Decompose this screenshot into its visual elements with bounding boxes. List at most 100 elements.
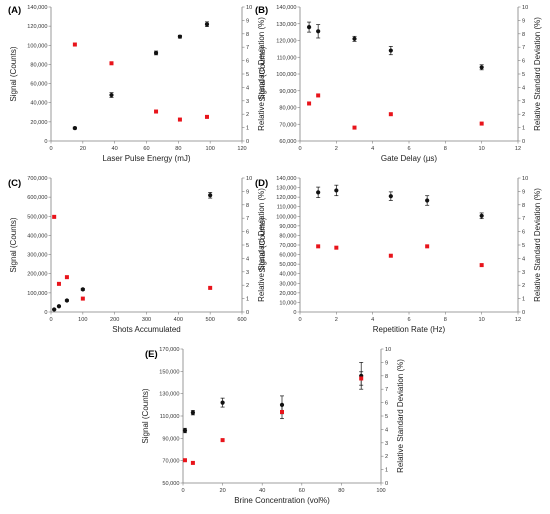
x-tick-label: 8	[444, 317, 447, 323]
signal-point	[479, 213, 484, 218]
y-tick-label: 0	[44, 139, 47, 145]
y-tick-label: 60,000	[279, 139, 296, 145]
y2-tick-label: 1	[522, 297, 525, 303]
x-tick-label: 500	[205, 317, 214, 323]
rsd-point	[190, 460, 195, 465]
y2-axis-label-b: Relative Standard Deviation (%)	[533, 17, 542, 131]
y2-tick-label: 0	[246, 139, 249, 145]
x-tick-label: 10	[479, 317, 485, 323]
y-tick-label: 130,000	[159, 392, 179, 398]
y2-tick-label: 5	[522, 72, 525, 78]
x-tick-label: 6	[407, 317, 410, 323]
y-tick-label: 40,000	[279, 272, 296, 278]
y-axis-label-d: Signal (Counts)	[258, 217, 267, 272]
y2-tick-label: 8	[246, 32, 249, 38]
y2-tick-label: 10	[246, 176, 252, 182]
x-tick-label: 120	[237, 146, 246, 152]
y-tick-label: 20,000	[279, 291, 296, 297]
y-tick-label: 70,000	[162, 459, 179, 465]
rsd-point	[307, 101, 312, 106]
x-tick-label: 10	[479, 146, 485, 152]
y-tick-label: 140,000	[276, 5, 296, 11]
y2-tick-label: 5	[522, 243, 525, 249]
y-tick-label: 120,000	[27, 24, 47, 30]
y2-tick-label: 8	[522, 32, 525, 38]
signal-point	[425, 198, 430, 203]
signal-point	[56, 304, 62, 309]
y2-tick-label: 4	[522, 256, 525, 262]
y-tick-label: 80,000	[279, 106, 296, 112]
rsd-point	[316, 244, 321, 249]
y2-tick-label: 1	[246, 126, 249, 132]
y2-axis-label-a: Relative Standard Deviation (%)	[257, 17, 266, 131]
rsd-point	[352, 125, 357, 130]
x-tick-label: 80	[175, 146, 181, 152]
y-tick-label: 10,000	[279, 300, 296, 306]
signal-point	[306, 25, 312, 30]
signal-point	[388, 194, 393, 199]
signal-point	[153, 50, 159, 56]
panel-label-a: (A)	[8, 5, 21, 16]
y2-tick-label: 10	[385, 347, 391, 353]
y2-tick-label: 7	[385, 387, 388, 393]
x-tick-label: 0	[49, 146, 52, 152]
y-tick-label: 110,000	[277, 205, 297, 211]
y2-tick-label: 0	[246, 310, 249, 316]
y2-tick-label: 10	[522, 176, 528, 182]
x-axis-label-c: Shots Accumulated	[112, 325, 180, 334]
y2-tick-label: 3	[246, 99, 249, 105]
y2-tick-label: 2	[522, 112, 525, 118]
x-tick-label: 400	[174, 317, 183, 323]
x-tick-label: 40	[112, 146, 118, 152]
y-tick-label: 90,000	[162, 436, 179, 442]
rsd-point	[359, 376, 364, 381]
x-tick-label: 0	[298, 146, 301, 152]
rsd-point	[334, 245, 339, 250]
y-axis-label-a: Signal (Counts)	[9, 46, 18, 101]
y-tick-label: 700,000	[27, 176, 47, 182]
signal-point	[279, 402, 285, 407]
y2-tick-label: 3	[385, 441, 388, 447]
x-tick-label: 100	[78, 317, 87, 323]
x-axis-label-d: Repetition Rate (Hz)	[373, 325, 446, 334]
x-tick-label: 300	[142, 317, 151, 323]
rsd-point	[56, 281, 61, 286]
y-tick-label: 100,000	[276, 214, 296, 220]
y2-tick-label: 7	[246, 216, 249, 222]
signal-point	[352, 36, 357, 41]
x-tick-label: 60	[299, 488, 305, 494]
signal-point	[316, 190, 321, 195]
y2-tick-label: 6	[246, 230, 249, 236]
y-tick-label: 80,000	[30, 62, 47, 68]
panel-label-e: (E)	[145, 349, 158, 360]
y-tick-label: 30,000	[279, 281, 296, 287]
y2-tick-label: 5	[246, 72, 249, 78]
y-axis-label-b: Signal (Counts)	[258, 46, 267, 101]
y-tick-label: 140,000	[276, 176, 296, 182]
y2-tick-label: 9	[522, 18, 525, 24]
y2-tick-label: 8	[385, 374, 388, 380]
y2-tick-label: 8	[246, 203, 249, 209]
y-tick-label: 110,000	[277, 55, 297, 61]
y2-tick-label: 1	[522, 126, 525, 132]
rsd-point	[109, 61, 114, 66]
y-tick-label: 120,000	[276, 195, 296, 201]
rsd-point	[280, 409, 284, 414]
signal-point	[64, 298, 70, 303]
signal-point	[334, 188, 339, 193]
rsd-point	[220, 438, 225, 443]
y-tick-label: 20,000	[30, 120, 47, 126]
signal-point	[72, 125, 77, 131]
rsd-point	[388, 253, 393, 258]
signal-point	[52, 307, 57, 312]
x-axis-label-e: Brine Concentration (vol%)	[234, 496, 330, 505]
y-axis-label-e: Signal (Counts)	[141, 388, 150, 443]
panel-d: (D)0 2 4 6 8 10 12010,00020,00030,00040,00050,…	[255, 176, 542, 334]
rsd-point	[177, 117, 182, 122]
rsd-point	[208, 285, 213, 290]
x-tick-label: 4	[371, 317, 374, 323]
y2-tick-label: 3	[522, 270, 525, 276]
y2-tick-label: 2	[385, 454, 388, 460]
y-tick-label: 110,000	[160, 414, 180, 420]
x-tick-label: 40	[259, 488, 265, 494]
